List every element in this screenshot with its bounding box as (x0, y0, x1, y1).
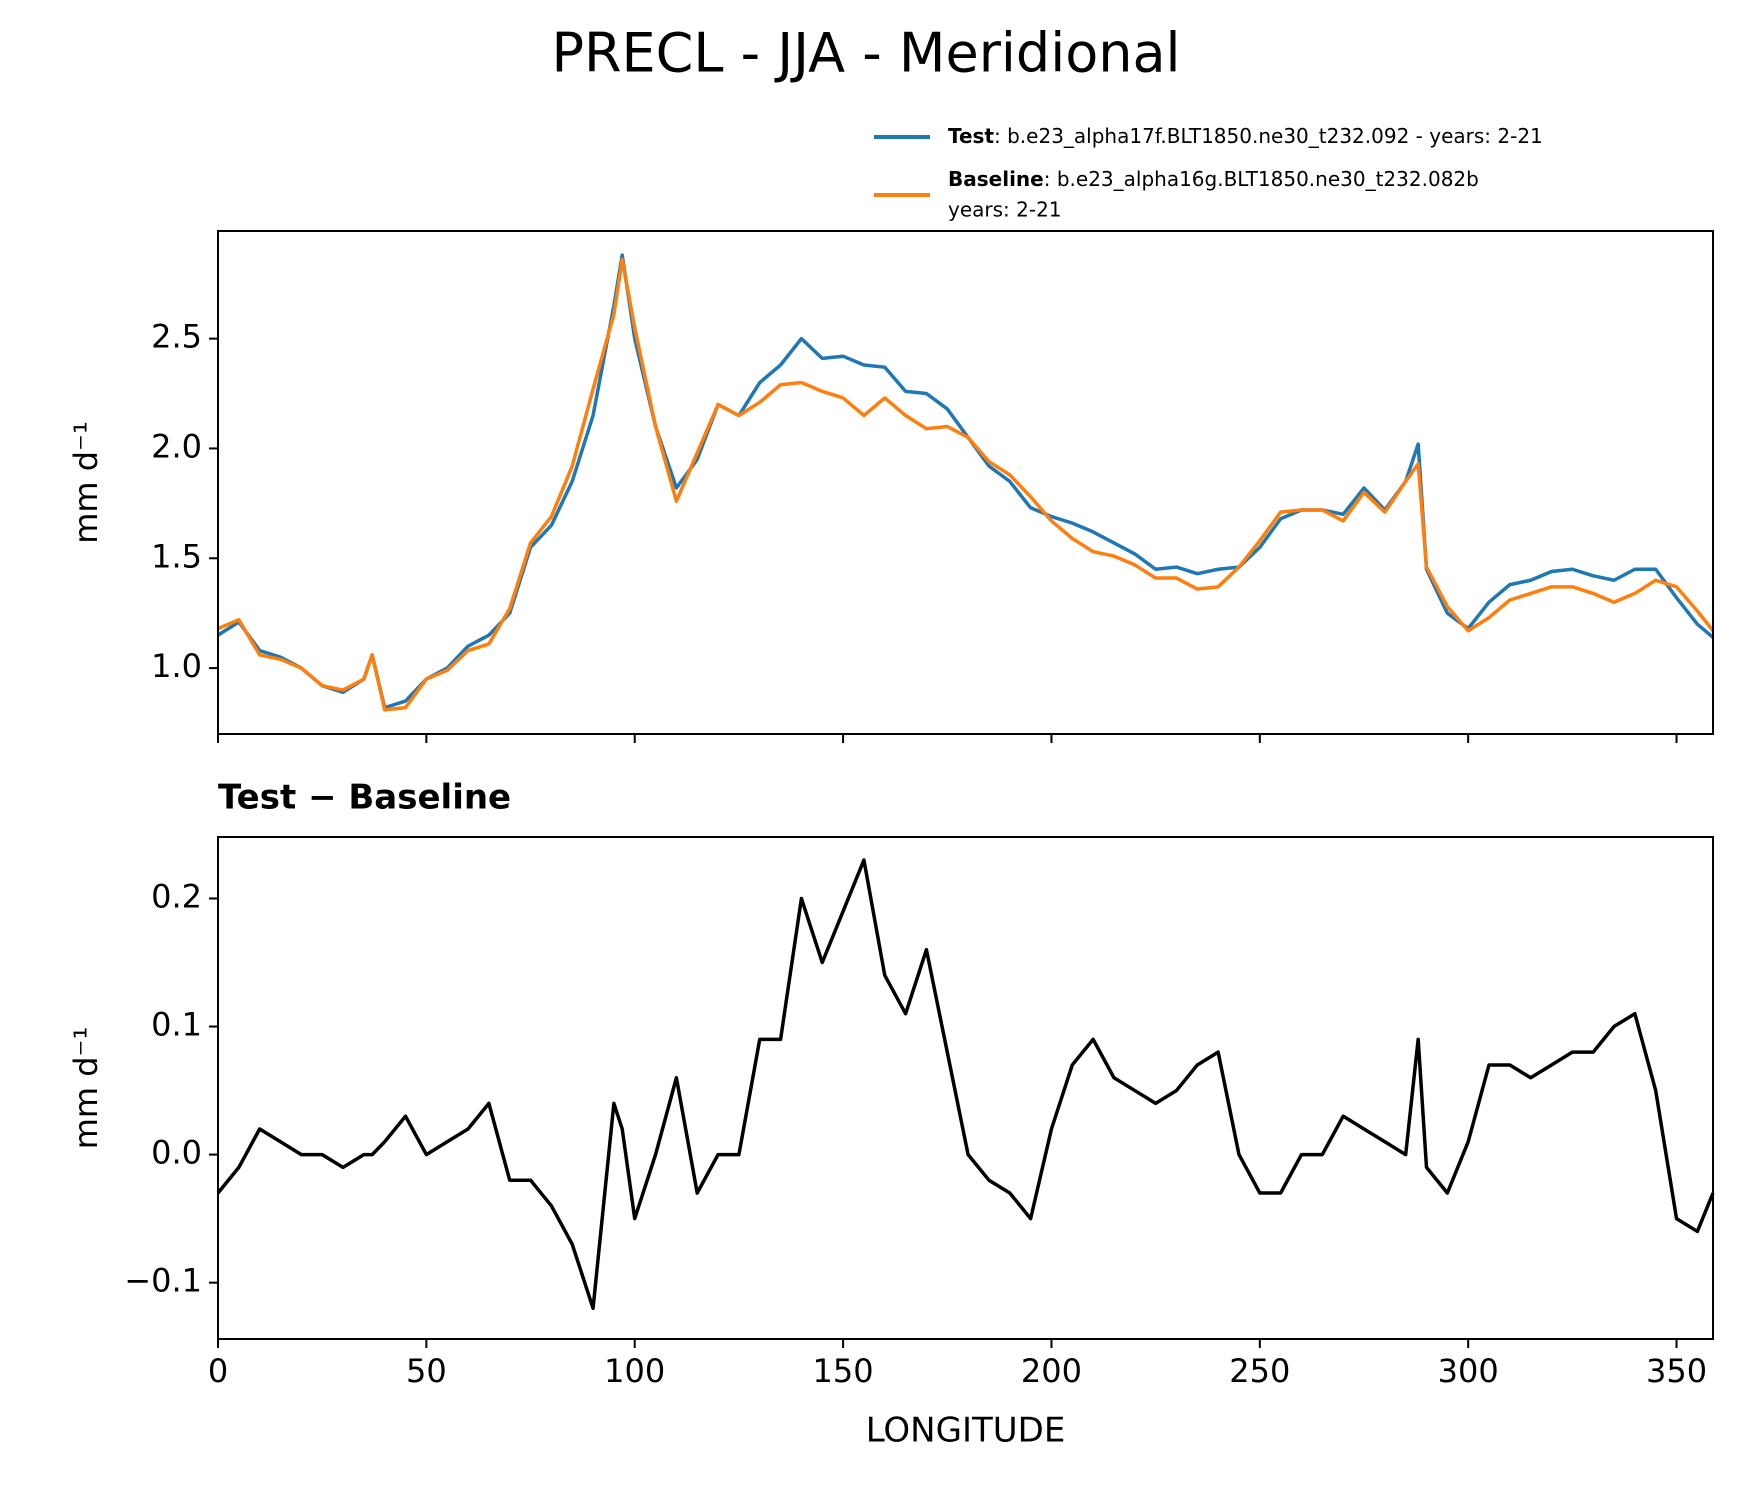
y-tick-label: 1.5 (151, 537, 202, 575)
y-tick-label: 0.2 (151, 877, 202, 915)
legend-entry: Test: b.e23_alpha17f.BLT1850.ne30_t232.0… (948, 124, 1543, 148)
y-tick-label: 2.0 (151, 427, 202, 465)
plot-frame (217, 230, 1714, 735)
y-tick-label: 2.5 (151, 318, 202, 356)
x-tick-label: 350 (1646, 1352, 1707, 1390)
data-line (217, 257, 1715, 712)
x-tick-label: 250 (1229, 1352, 1290, 1390)
panel-title: Test − Baseline (218, 778, 511, 818)
y-tick-label: 0.0 (151, 1134, 202, 1172)
plot-frame (217, 836, 1714, 1340)
y-tick-label: 0.1 (151, 1006, 202, 1044)
data-line (217, 253, 1715, 710)
x-axis-label: LONGITUDE (866, 1411, 1066, 1451)
x-tick-label: 150 (813, 1352, 874, 1390)
figure-title: PRECL - JJA - Meridional (551, 22, 1180, 85)
x-tick-label: 300 (1438, 1352, 1499, 1390)
legend-description: : b.e23_alpha16g.BLT1850.ne30_t232.082b (1044, 167, 1479, 191)
legend-description: : b.e23_alpha17f.BLT1850.ne30_t232.092 -… (994, 124, 1543, 148)
x-tick-label: 50 (406, 1352, 447, 1390)
y-axis-label: mm d⁻¹ (67, 421, 105, 544)
x-tick-label: 200 (1021, 1352, 1082, 1390)
legend-name: Baseline (948, 167, 1044, 191)
legend-name: Test (948, 124, 994, 148)
y-tick-label: 1.0 (151, 647, 202, 685)
y-axis-label: mm d⁻¹ (67, 1027, 105, 1150)
legend-entry: Baseline: b.e23_alpha16g.BLT1850.ne30_t2… (948, 167, 1479, 191)
x-tick-label: 0 (208, 1352, 228, 1390)
data-line (216, 858, 1715, 1311)
y-tick-label: −0.1 (124, 1262, 202, 1300)
x-tick-label: 100 (604, 1352, 665, 1390)
legend-description-line: years: 2-21 (948, 198, 1062, 222)
